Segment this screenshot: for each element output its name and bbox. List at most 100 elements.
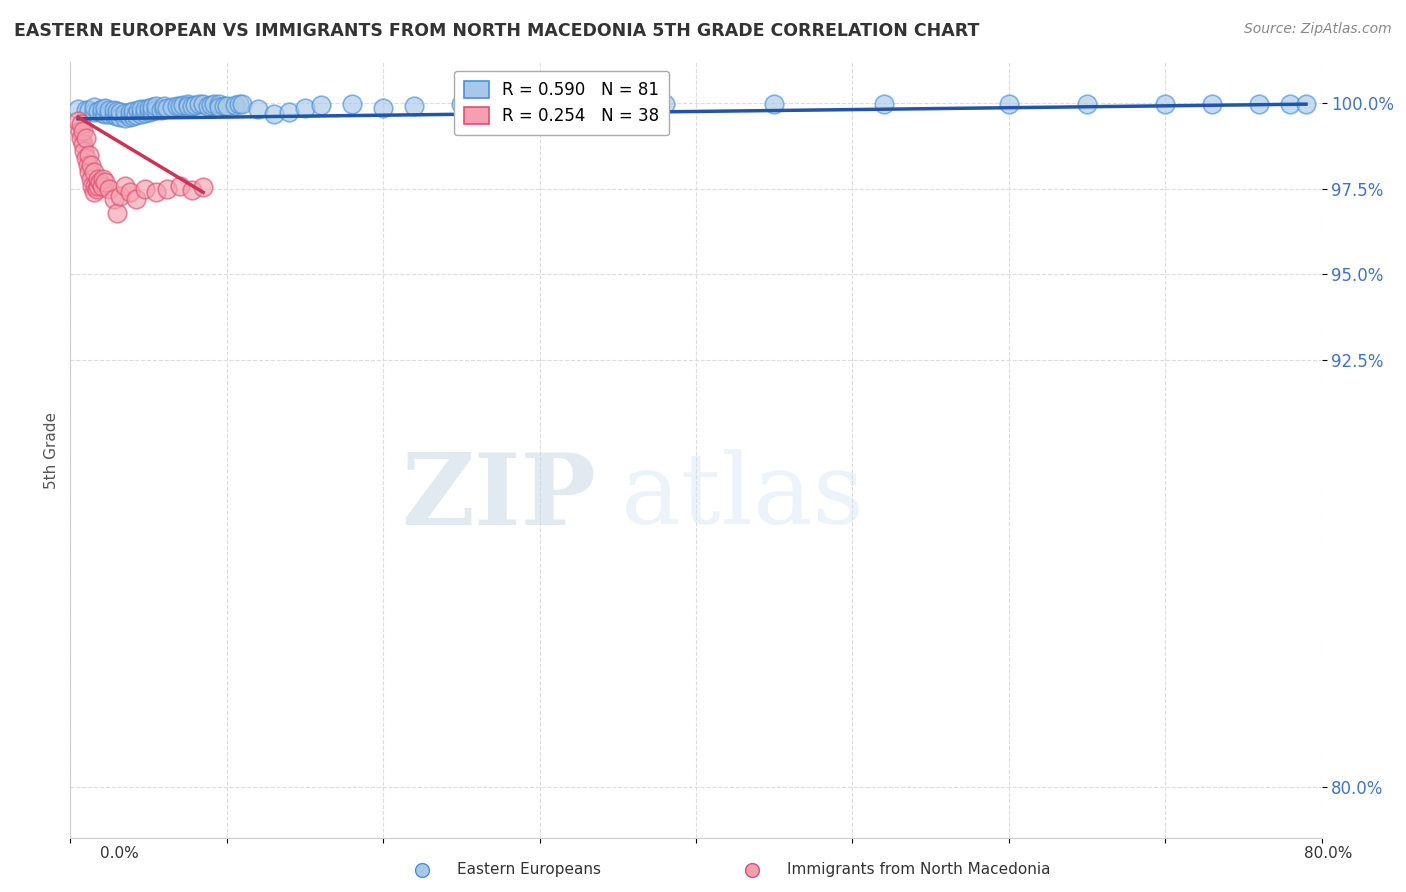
Point — [77, 147, 100, 161]
Point — [103, 192, 125, 206]
Point — [141, 100, 163, 114]
Point — [98, 103, 121, 117]
Point — [763, 97, 786, 112]
Point — [118, 105, 141, 120]
Point — [105, 110, 128, 124]
Point — [93, 175, 115, 189]
Point — [1076, 97, 1098, 112]
Point — [75, 151, 97, 165]
Y-axis label: 5th Grade: 5th Grade — [44, 412, 59, 489]
Point — [77, 103, 100, 117]
Point — [197, 98, 219, 112]
Text: 80.0%: 80.0% — [1305, 847, 1353, 861]
Point — [93, 101, 115, 115]
Point — [1249, 97, 1271, 112]
Point — [404, 99, 426, 113]
Point — [145, 186, 167, 200]
Point — [87, 103, 110, 118]
Point — [67, 113, 90, 128]
Point — [79, 158, 101, 172]
Point — [69, 124, 91, 138]
Point — [90, 102, 112, 116]
Point — [200, 98, 222, 112]
Point — [134, 106, 156, 120]
Point — [498, 97, 520, 112]
Point — [450, 97, 472, 112]
Point — [153, 98, 176, 112]
Point — [224, 98, 246, 112]
Point — [83, 165, 105, 179]
Point — [118, 110, 141, 124]
Point — [82, 178, 104, 193]
Point — [73, 145, 96, 159]
Point — [215, 98, 238, 112]
Point — [169, 98, 191, 112]
Point — [72, 124, 94, 138]
Point — [127, 103, 149, 118]
Point — [872, 97, 894, 112]
Point — [202, 97, 225, 112]
Text: 0.0%: 0.0% — [100, 847, 139, 861]
Point — [247, 102, 270, 116]
Point — [87, 178, 110, 193]
Point — [121, 110, 145, 124]
Point — [160, 100, 183, 114]
Point — [1201, 97, 1223, 112]
Point — [103, 108, 125, 122]
Legend: R = 0.590   N = 81, R = 0.254   N = 38: R = 0.590 N = 81, R = 0.254 N = 38 — [454, 70, 669, 136]
Point — [193, 180, 215, 194]
Point — [176, 99, 198, 113]
Point — [181, 98, 204, 112]
Point — [181, 183, 204, 197]
Point — [125, 192, 148, 206]
Point — [138, 105, 160, 120]
Point — [84, 178, 107, 193]
Point — [560, 97, 582, 112]
Point — [134, 102, 156, 116]
Point — [145, 103, 167, 118]
Text: Source: ZipAtlas.com: Source: ZipAtlas.com — [1244, 22, 1392, 37]
Point — [90, 178, 112, 193]
Point — [118, 186, 141, 200]
Point — [70, 117, 93, 131]
Point — [83, 186, 105, 200]
Point — [193, 97, 215, 112]
Text: Eastern Europeans: Eastern Europeans — [457, 863, 600, 877]
Point — [340, 97, 363, 112]
Point — [212, 99, 235, 113]
Point — [76, 158, 98, 172]
Point — [105, 103, 128, 118]
Point — [231, 97, 253, 112]
Point — [110, 188, 132, 202]
Point — [166, 99, 188, 113]
Point — [89, 175, 111, 189]
Point — [110, 105, 132, 120]
Text: ZIP: ZIP — [401, 449, 596, 546]
Point — [176, 97, 198, 112]
Point — [263, 107, 285, 121]
Point — [87, 171, 110, 186]
Point — [114, 111, 136, 125]
Point — [121, 103, 145, 118]
Point — [91, 171, 114, 186]
Point — [110, 110, 132, 124]
Point — [86, 182, 108, 196]
Point — [70, 130, 93, 145]
Point — [184, 98, 207, 112]
Point — [67, 102, 90, 116]
Point — [90, 106, 112, 120]
Point — [1154, 97, 1177, 112]
Point — [98, 182, 121, 196]
Point — [208, 97, 231, 112]
Point — [83, 100, 105, 114]
Point — [1295, 97, 1317, 112]
Point — [79, 171, 101, 186]
Point — [72, 137, 94, 152]
Point — [169, 178, 191, 193]
Point — [997, 97, 1019, 112]
Point — [371, 101, 394, 115]
Point — [278, 105, 301, 120]
Point — [208, 100, 231, 114]
Point — [75, 103, 97, 118]
Point — [134, 182, 156, 196]
